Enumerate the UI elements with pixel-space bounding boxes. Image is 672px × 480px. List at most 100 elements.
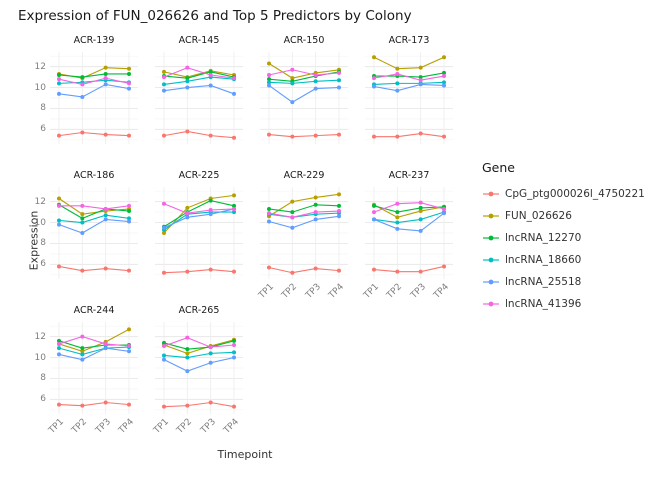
x-tick-label: TP3 xyxy=(303,282,323,301)
data-point xyxy=(313,217,318,222)
data-point xyxy=(290,215,295,220)
data-point xyxy=(80,346,85,351)
data-point xyxy=(162,353,166,358)
y-tick-label: 6 xyxy=(40,124,46,135)
series-lncRNA_25518 xyxy=(267,83,341,105)
y-tick-label: 6 xyxy=(40,259,46,270)
series-line xyxy=(163,67,235,79)
series-line xyxy=(163,339,235,354)
data-point xyxy=(232,343,236,347)
x-tick-label: TP1 xyxy=(47,417,67,436)
data-point xyxy=(232,355,236,360)
data-point xyxy=(80,357,85,362)
panel-gridlines xyxy=(155,322,243,414)
data-point xyxy=(185,79,190,84)
series-FUN_026626 xyxy=(267,192,341,219)
facet-title: ACR-229 xyxy=(283,170,325,181)
data-point xyxy=(127,327,131,332)
data-point xyxy=(337,132,341,137)
data-point xyxy=(127,133,131,138)
series-lncRNA_41396 xyxy=(162,65,236,81)
series-line xyxy=(58,401,130,407)
x-tick-label: TP2 xyxy=(385,282,405,301)
data-point xyxy=(185,369,190,374)
panel-gridlines xyxy=(365,52,453,144)
series-line xyxy=(163,208,235,229)
data-point xyxy=(162,404,166,409)
legend-key-icon xyxy=(483,235,499,241)
series-CpG_ptg000026l_4750221 xyxy=(162,267,236,275)
data-point xyxy=(103,76,108,81)
data-point xyxy=(372,217,376,222)
facet-panel-svg xyxy=(155,187,243,279)
data-point xyxy=(57,346,61,351)
data-point xyxy=(267,211,271,216)
x-tick-label: TP3 xyxy=(408,282,428,301)
data-point xyxy=(395,88,400,93)
data-point xyxy=(208,267,213,272)
data-point xyxy=(103,132,108,137)
facet-title: ACR-225 xyxy=(178,170,220,181)
data-point xyxy=(162,270,166,275)
series-line xyxy=(163,84,235,95)
series-line xyxy=(163,337,235,348)
data-point xyxy=(127,209,131,214)
series-line xyxy=(163,340,235,350)
data-point xyxy=(127,402,131,407)
series-lncRNA_18660 xyxy=(267,78,341,86)
legend-item: FUN_026626 xyxy=(482,205,645,227)
data-point xyxy=(57,338,61,343)
y-tick-label: 10 xyxy=(34,82,46,93)
series-CpG_ptg000026l_4750221 xyxy=(57,400,131,408)
series-line xyxy=(58,346,130,355)
panel-gridlines xyxy=(155,52,243,144)
data-point xyxy=(127,344,131,349)
x-axis-label: Timepoint xyxy=(217,448,273,461)
data-point xyxy=(103,206,108,211)
series-line xyxy=(268,69,340,76)
data-point xyxy=(103,341,108,346)
series-line xyxy=(58,67,130,79)
data-point xyxy=(418,217,423,222)
data-point xyxy=(290,81,295,86)
data-point xyxy=(290,270,295,275)
series-lncRNA_12270 xyxy=(162,338,236,352)
data-point xyxy=(442,134,446,139)
series-line xyxy=(373,83,445,92)
data-point xyxy=(442,80,446,85)
data-point xyxy=(290,134,295,139)
data-point xyxy=(372,76,376,81)
series-lncRNA_41396 xyxy=(267,67,341,77)
x-tick-label: TP3 xyxy=(198,417,218,436)
data-point xyxy=(232,203,236,208)
series-line xyxy=(374,132,445,138)
data-point xyxy=(57,203,61,208)
data-point xyxy=(208,208,213,212)
data-point xyxy=(80,231,85,235)
data-point xyxy=(208,73,213,77)
series-lncRNA_25518 xyxy=(57,346,131,362)
legend-key-icon xyxy=(483,279,499,285)
data-point xyxy=(418,205,423,210)
data-point xyxy=(418,78,423,83)
legend-key-icon xyxy=(483,191,499,197)
data-point xyxy=(185,269,190,274)
data-point xyxy=(232,338,236,343)
panel-gridlines xyxy=(50,322,138,414)
data-point xyxy=(418,269,423,274)
series-line xyxy=(58,214,130,224)
data-point xyxy=(232,91,236,96)
data-point xyxy=(372,203,376,208)
x-tick-label: TP4 xyxy=(117,417,137,436)
data-point xyxy=(208,69,213,74)
data-point xyxy=(57,402,61,407)
data-point xyxy=(442,211,446,216)
data-point xyxy=(57,133,61,138)
series-line xyxy=(268,210,340,218)
data-point xyxy=(80,220,85,225)
data-point xyxy=(290,225,295,230)
data-point xyxy=(372,210,376,215)
y-tick-label: 12 xyxy=(34,61,46,72)
data-point xyxy=(127,86,131,91)
series-line xyxy=(268,79,340,84)
